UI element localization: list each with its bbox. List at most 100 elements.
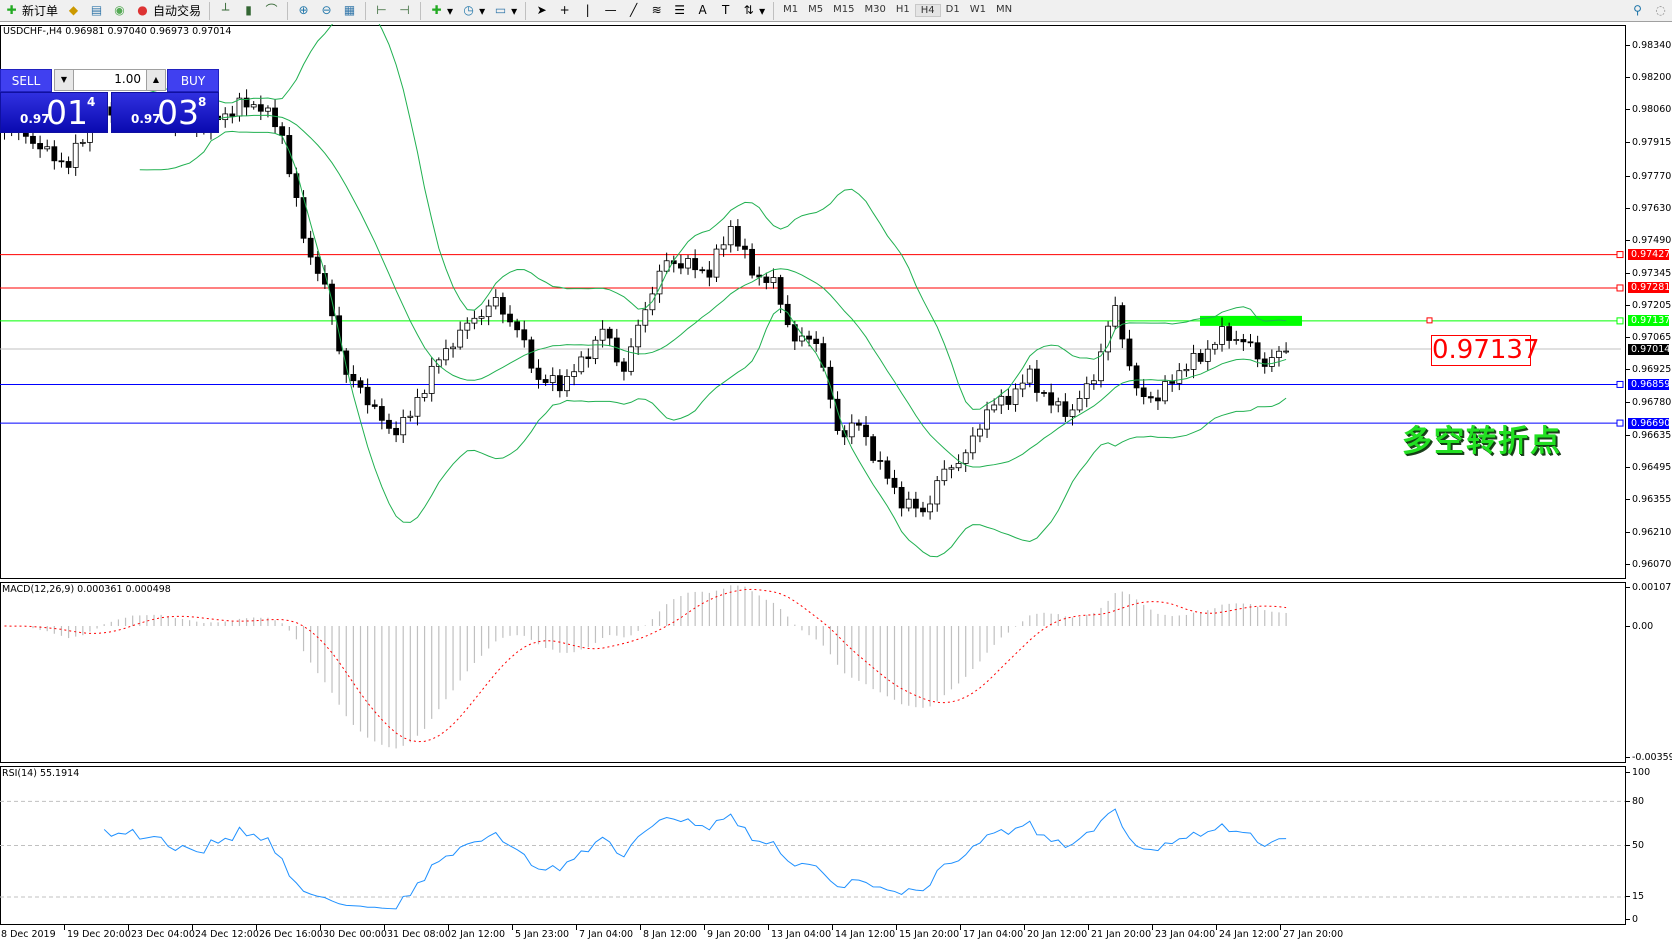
level-handle[interactable] <box>1616 419 1624 427</box>
navigator-icon: ◆ <box>68 3 79 17</box>
market-watch-button[interactable]: ◉ <box>108 1 131 21</box>
timeframe-w1[interactable]: W1 <box>969 4 986 15</box>
timeframe-m15[interactable]: M15 <box>833 4 855 15</box>
time-axis-label: 9 Jan 20:00 <box>703 925 762 940</box>
arrows-button[interactable]: ⇅ ▾ <box>737 1 769 21</box>
level-handle[interactable] <box>1616 251 1624 259</box>
fibonacci-button[interactable]: ≋ <box>645 1 668 21</box>
candle <box>599 320 606 348</box>
terminal-button[interactable]: ▤ <box>85 1 108 21</box>
time-axis-label: 24 Jan 12:00 <box>1215 925 1280 940</box>
timeframe-h1[interactable]: H1 <box>895 4 910 15</box>
new-order-button[interactable]: ✚ 新订单 <box>0 1 62 21</box>
bar-chart-button[interactable]: ┴ <box>214 1 237 21</box>
candle <box>884 456 891 485</box>
candlestick-button[interactable]: ▮ <box>237 1 260 21</box>
annotation-anchor[interactable] <box>1426 317 1433 324</box>
candle <box>784 295 791 328</box>
text-label-button[interactable]: T <box>714 1 737 21</box>
candle <box>749 243 755 279</box>
timeframe-mn[interactable]: MN <box>995 4 1013 15</box>
candle <box>863 416 869 446</box>
text-label-icon: T <box>721 3 730 17</box>
chart-canvas[interactable] <box>0 24 1672 944</box>
zoom-in-button[interactable]: ⊕ <box>292 1 315 21</box>
periods-icon: ◷ <box>463 3 474 17</box>
crosshair-button[interactable]: + <box>553 1 576 21</box>
candle <box>1112 296 1119 330</box>
auto-trading-button[interactable]: ● 自动交易 <box>131 1 205 21</box>
candle <box>1176 363 1183 391</box>
indicators-button[interactable]: ✚ ▾ <box>425 1 457 21</box>
candle <box>834 391 841 435</box>
candle <box>386 413 392 434</box>
bollinger-middle-band <box>139 114 1287 468</box>
level-handle[interactable] <box>1616 380 1624 388</box>
vertical-line-button[interactable]: | <box>576 1 599 21</box>
text-button[interactable]: A <box>691 1 714 21</box>
autoscroll-button[interactable]: ⊣ <box>393 1 416 21</box>
tile-windows-button[interactable]: ▦ <box>338 1 361 21</box>
text-icon: A <box>698 3 707 17</box>
candle <box>364 378 371 414</box>
trendline-button[interactable]: ╱ <box>622 1 645 21</box>
candle <box>336 306 343 355</box>
level-price-label: 0.97427 <box>1628 249 1670 261</box>
crosshair-icon: + <box>559 3 570 17</box>
main-pane <box>0 25 1626 579</box>
lot-size-value[interactable]: 1.00 <box>114 72 141 86</box>
annotation-text[interactable]: 多空转折点 <box>1402 424 1562 459</box>
level-handle[interactable] <box>1616 317 1624 325</box>
timeframe-d1[interactable]: D1 <box>945 4 960 15</box>
cursor-button[interactable]: ➤ <box>530 1 553 21</box>
candle <box>948 464 955 479</box>
highlight-rectangle[interactable] <box>1200 315 1302 326</box>
candle <box>1034 359 1040 402</box>
chart-shift-button[interactable]: ⊢ <box>370 1 393 21</box>
navigator-button[interactable]: ◆ <box>62 1 85 21</box>
lot-decrease-button[interactable]: ▼ <box>55 70 74 90</box>
chart-window[interactable]: USDCHF-,H4 0.96981 0.97040 0.96973 0.970… <box>0 24 1672 944</box>
channel-button[interactable]: ☰ <box>668 1 691 21</box>
search-icon: ⚲ <box>1633 3 1642 17</box>
buy-button[interactable]: BUY <box>167 69 219 92</box>
market-watch-icon: ◉ <box>114 3 125 17</box>
chart-header: USDCHF-,H4 0.96981 0.97040 0.96973 0.970… <box>3 26 232 37</box>
community-button[interactable]: ◌ <box>1649 1 1672 21</box>
price-tick-label: 0.97490 <box>1625 234 1672 246</box>
zoom-out-button[interactable]: ⊖ <box>315 1 338 21</box>
candle <box>229 105 236 124</box>
sell-price-big: 01 <box>46 93 88 132</box>
candle <box>30 130 36 149</box>
autoscroll-icon: ⊣ <box>399 3 410 17</box>
line-chart-button[interactable]: ⌒ <box>260 1 283 21</box>
time-axis-label: 2 Jan 12:00 <box>447 925 506 940</box>
time-axis-label: 27 Jan 20:00 <box>1279 925 1344 940</box>
horizontal-line-button[interactable]: — <box>599 1 622 21</box>
candle <box>350 365 357 388</box>
sell-price-button[interactable]: 0.97 01 4 <box>0 92 108 133</box>
indicators-icon: ✚ <box>431 3 442 17</box>
sell-button[interactable]: SELL <box>0 69 52 92</box>
new-order-icon: ✚ <box>6 3 17 17</box>
timeframe-m5[interactable]: M5 <box>808 4 824 15</box>
templates-button[interactable]: ▭ ▾ <box>494 3 518 18</box>
timeframe-m1[interactable]: M1 <box>783 4 799 15</box>
lot-size-field[interactable]: ▼ 1.00 ▲ <box>54 69 166 91</box>
price-annotation-label[interactable]: 0.97137 <box>1431 335 1540 366</box>
candle <box>720 236 727 257</box>
candle <box>955 454 962 472</box>
timeframe-m30[interactable]: M30 <box>864 4 886 15</box>
periods-button[interactable]: ◷ ▾ <box>457 1 489 21</box>
price-tick-label: 0.96210 <box>1625 527 1672 539</box>
level-handle[interactable] <box>1616 284 1624 292</box>
candle <box>642 301 649 333</box>
search-button[interactable]: ⚲ <box>1626 1 1649 21</box>
timeframe-h4[interactable]: H4 <box>914 4 941 17</box>
buy-price-button[interactable]: 0.97 03 8 <box>111 92 219 133</box>
price-tick-label: 0.97630 <box>1625 202 1672 214</box>
toolbar: ✚ 新订单 ◆ ▤ ◉ ● 自动交易 ┴ ▮ ⌒ ⊕ ⊖ ▦ ⊢ ⊣ ✚ ▾ ◷ ▾ ▭… <box>0 0 1672 22</box>
rsi-tick-label: 50 <box>1625 840 1645 851</box>
candle <box>393 421 400 443</box>
lot-increase-button[interactable]: ▲ <box>146 70 165 90</box>
